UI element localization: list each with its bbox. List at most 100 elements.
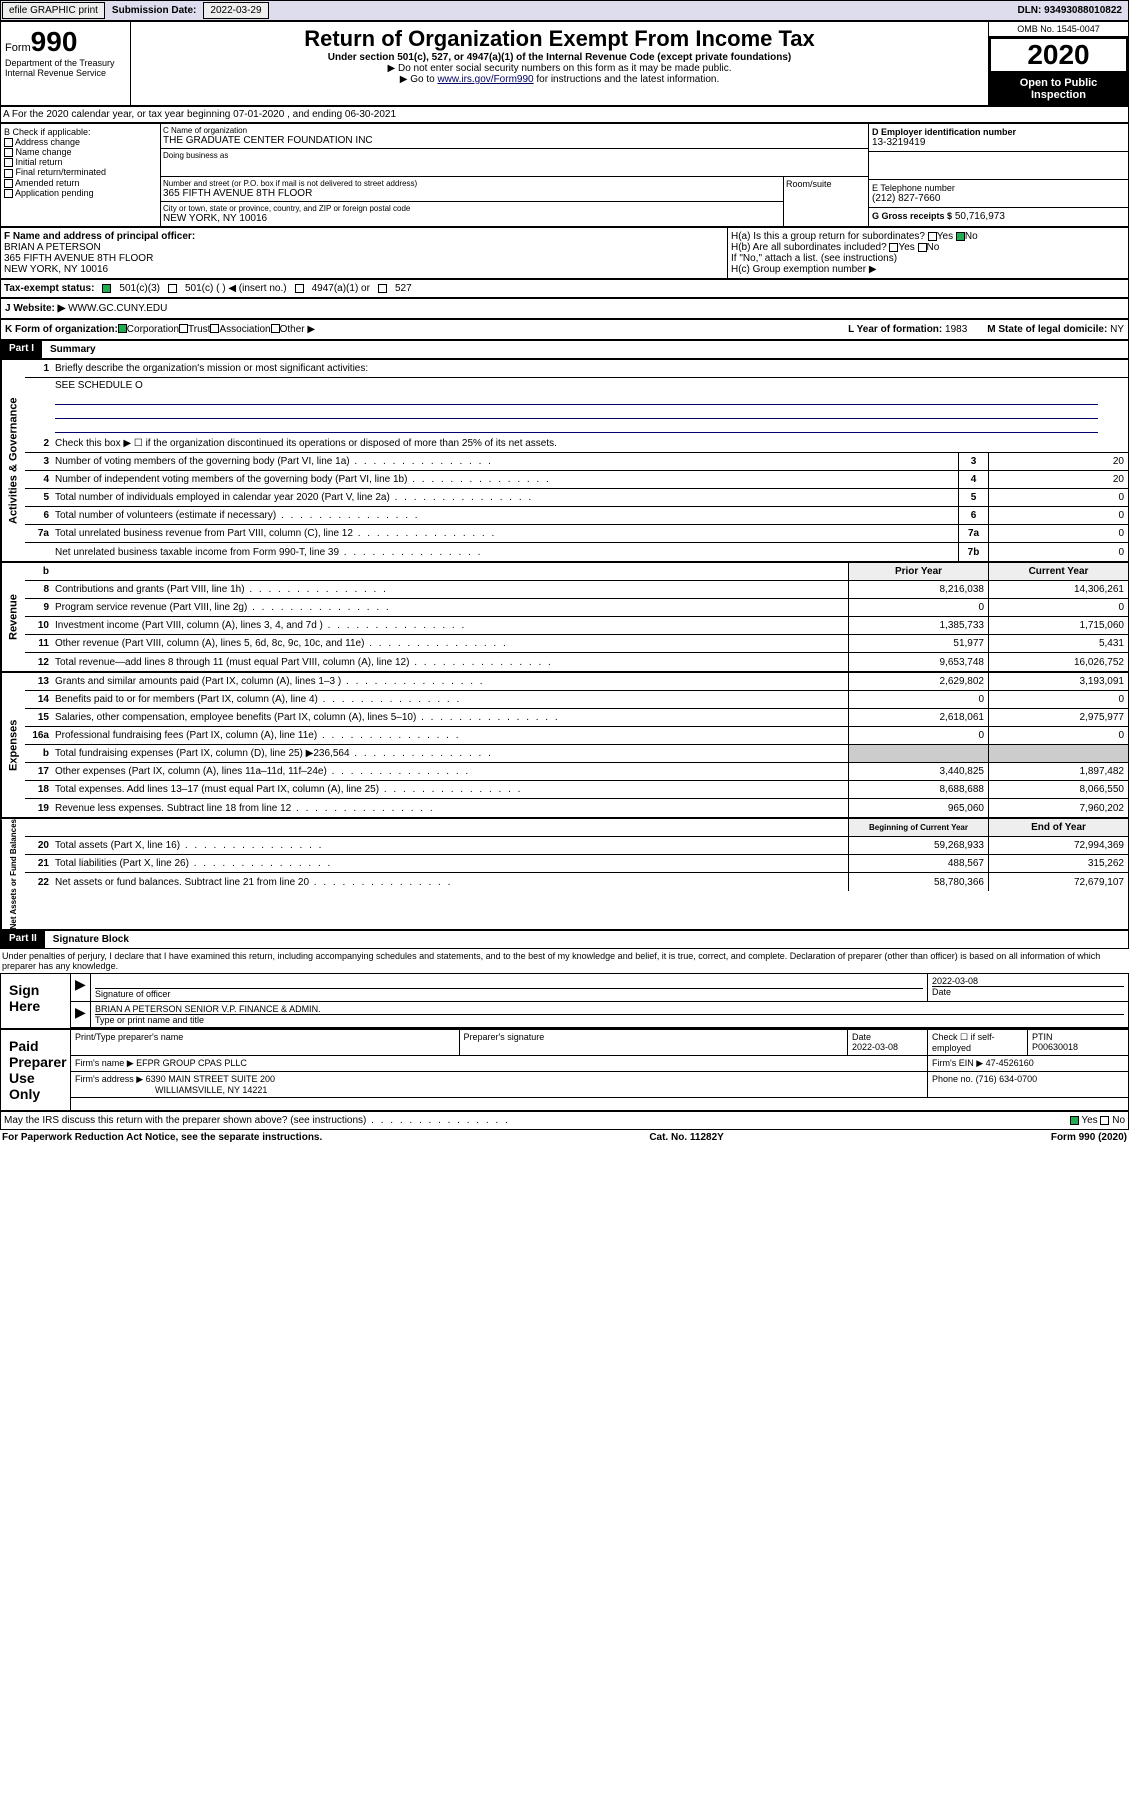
- chk-app[interactable]: [4, 189, 13, 198]
- hb-no[interactable]: [918, 243, 927, 252]
- efile-btn[interactable]: efile GRAPHIC print: [2, 2, 105, 19]
- py-val: [848, 745, 988, 762]
- cy-hdr: Current Year: [988, 563, 1128, 580]
- b4: Amended return: [15, 178, 80, 188]
- line-val: 0: [988, 489, 1128, 506]
- officer-typed: BRIAN A PETERSON SENIOR V.P. FINANCE & A…: [95, 1004, 1124, 1014]
- cy-val: 7,960,202: [988, 799, 1128, 817]
- line-box: 7a: [958, 525, 988, 542]
- paid-section: Paid Preparer Use Only Print/Type prepar…: [0, 1029, 1129, 1111]
- line-desc: Total liabilities (Part X, line 26): [53, 857, 848, 870]
- tax-year: 2020: [989, 37, 1128, 73]
- cy-val: 0: [988, 727, 1128, 744]
- cy-val: 14,306,261: [988, 581, 1128, 598]
- b0: Address change: [15, 137, 80, 147]
- py-val: 8,216,038: [848, 581, 988, 598]
- b5: Application pending: [15, 188, 94, 198]
- py-val: 488,567: [848, 855, 988, 872]
- gov-table: Activities & Governance 1Briefly describ…: [0, 359, 1129, 562]
- exp-table: Expenses 13Grants and similar amounts pa…: [0, 672, 1129, 818]
- arrow-icon: ▶: [75, 976, 86, 992]
- footer-mid: Cat. No. 11282Y: [649, 1132, 723, 1143]
- paid-label: Paid Preparer Use Only: [1, 1030, 71, 1110]
- chk-name[interactable]: [4, 148, 13, 157]
- no1: No: [965, 231, 978, 242]
- part2-row: Part II Signature Block: [0, 930, 1129, 949]
- footer-right: Form 990 (2020): [1051, 1132, 1127, 1143]
- line-desc: Total number of volunteers (estimate if …: [53, 509, 958, 522]
- hb: H(b) Are all subordinates included?: [731, 242, 887, 253]
- sub-date: 2022-03-29: [203, 2, 268, 19]
- chk-assoc[interactable]: [210, 324, 219, 333]
- org-addr: 365 FIFTH AVENUE 8TH FLOOR: [163, 188, 781, 199]
- chk-addr[interactable]: [4, 138, 13, 147]
- website: WWW.GC.CUNY.EDU: [68, 303, 167, 314]
- no2: No: [927, 242, 940, 253]
- officer-name: BRIAN A PETERSON: [4, 242, 724, 253]
- ha-no[interactable]: [956, 232, 965, 241]
- py-val: 0: [848, 599, 988, 616]
- chk-amend[interactable]: [4, 179, 13, 188]
- py-val: 1,385,733: [848, 617, 988, 634]
- chk-corp[interactable]: [118, 324, 127, 333]
- chk-501c3[interactable]: [102, 284, 111, 293]
- open-public: Open to Public Inspection: [989, 73, 1128, 105]
- chk-initial[interactable]: [4, 158, 13, 167]
- c-name-label: C Name of organization: [163, 126, 866, 135]
- part1-row: Part I Summary: [0, 340, 1129, 359]
- discuss-row: May the IRS discuss this return with the…: [0, 1111, 1129, 1130]
- discuss: May the IRS discuss this return with the…: [4, 1115, 510, 1126]
- yes1: Yes: [937, 231, 953, 242]
- ha-yes[interactable]: [928, 232, 937, 241]
- line-desc: Total unrelated business revenue from Pa…: [53, 527, 958, 540]
- h3v: 2022-03-08: [852, 1042, 898, 1052]
- omb: OMB No. 1545-0047: [989, 22, 1128, 37]
- cy-val: 16,026,752: [988, 653, 1128, 671]
- tel-label: E Telephone number: [872, 183, 1125, 193]
- faddr-label: Firm's address ▶: [75, 1074, 143, 1084]
- chk-trust[interactable]: [179, 324, 188, 333]
- line-box: 4: [958, 471, 988, 488]
- o3: 4947(a)(1) or: [312, 283, 370, 294]
- f-label: F Name and address of principal officer:: [4, 231, 724, 242]
- row-tax: Tax-exempt status: 501(c)(3) 501(c) ( ) …: [0, 279, 1129, 298]
- chk-final[interactable]: [4, 169, 13, 178]
- cy-val: 8,066,550: [988, 781, 1128, 798]
- cy-val: 2,975,977: [988, 709, 1128, 726]
- side-rev: Revenue: [1, 563, 25, 671]
- line-desc: Program service revenue (Part VIII, line…: [53, 601, 848, 614]
- chk-501c[interactable]: [168, 284, 177, 293]
- h5v: P00630018: [1032, 1042, 1078, 1052]
- discuss-yes[interactable]: [1070, 1116, 1079, 1125]
- bcol: b: [25, 566, 53, 577]
- hb-note: If "No," attach a list. (see instruction…: [731, 253, 1125, 264]
- form-label: Form: [5, 42, 31, 54]
- irs-link[interactable]: www.irs.gov/Form990: [437, 74, 533, 85]
- chk-other[interactable]: [271, 324, 280, 333]
- net-table: Net Assets or Fund Balances Beginning of…: [0, 818, 1129, 930]
- line-desc: Contributions and grants (Part VIII, lin…: [53, 583, 848, 596]
- col-d: D Employer identification number 13-3219…: [868, 124, 1128, 226]
- py-val: 58,780,366: [848, 873, 988, 891]
- addr-label: Number and street (or P.O. box if mail i…: [163, 179, 781, 188]
- o1: 501(c)(3): [119, 283, 160, 294]
- arrow-icon2: ▶: [75, 1004, 86, 1020]
- rev-table: Revenue bPrior YearCurrent Year 8Contrib…: [0, 562, 1129, 672]
- k1: Corporation: [127, 324, 179, 335]
- m-val: NY: [1110, 324, 1124, 335]
- sub-label: Submission Date:: [106, 3, 202, 18]
- gross-label: G Gross receipts $: [872, 211, 952, 221]
- col-h: H(a) Is this a group return for subordin…: [728, 228, 1128, 278]
- sig-date: 2022-03-08: [932, 976, 1124, 986]
- dln: DLN: 93493088010822: [1011, 3, 1128, 18]
- h4: Check ☐ if self-employed: [928, 1030, 1028, 1055]
- chk-527[interactable]: [378, 284, 387, 293]
- chk-4947[interactable]: [295, 284, 304, 293]
- py-val: 965,060: [848, 799, 988, 817]
- py-val: 2,618,061: [848, 709, 988, 726]
- org-name: THE GRADUATE CENTER FOUNDATION INC: [163, 135, 866, 146]
- discuss-no[interactable]: [1100, 1116, 1109, 1125]
- py-val: 2,629,802: [848, 673, 988, 690]
- line-val: 0: [988, 525, 1128, 542]
- penalties: Under penalties of perjury, I declare th…: [0, 949, 1129, 973]
